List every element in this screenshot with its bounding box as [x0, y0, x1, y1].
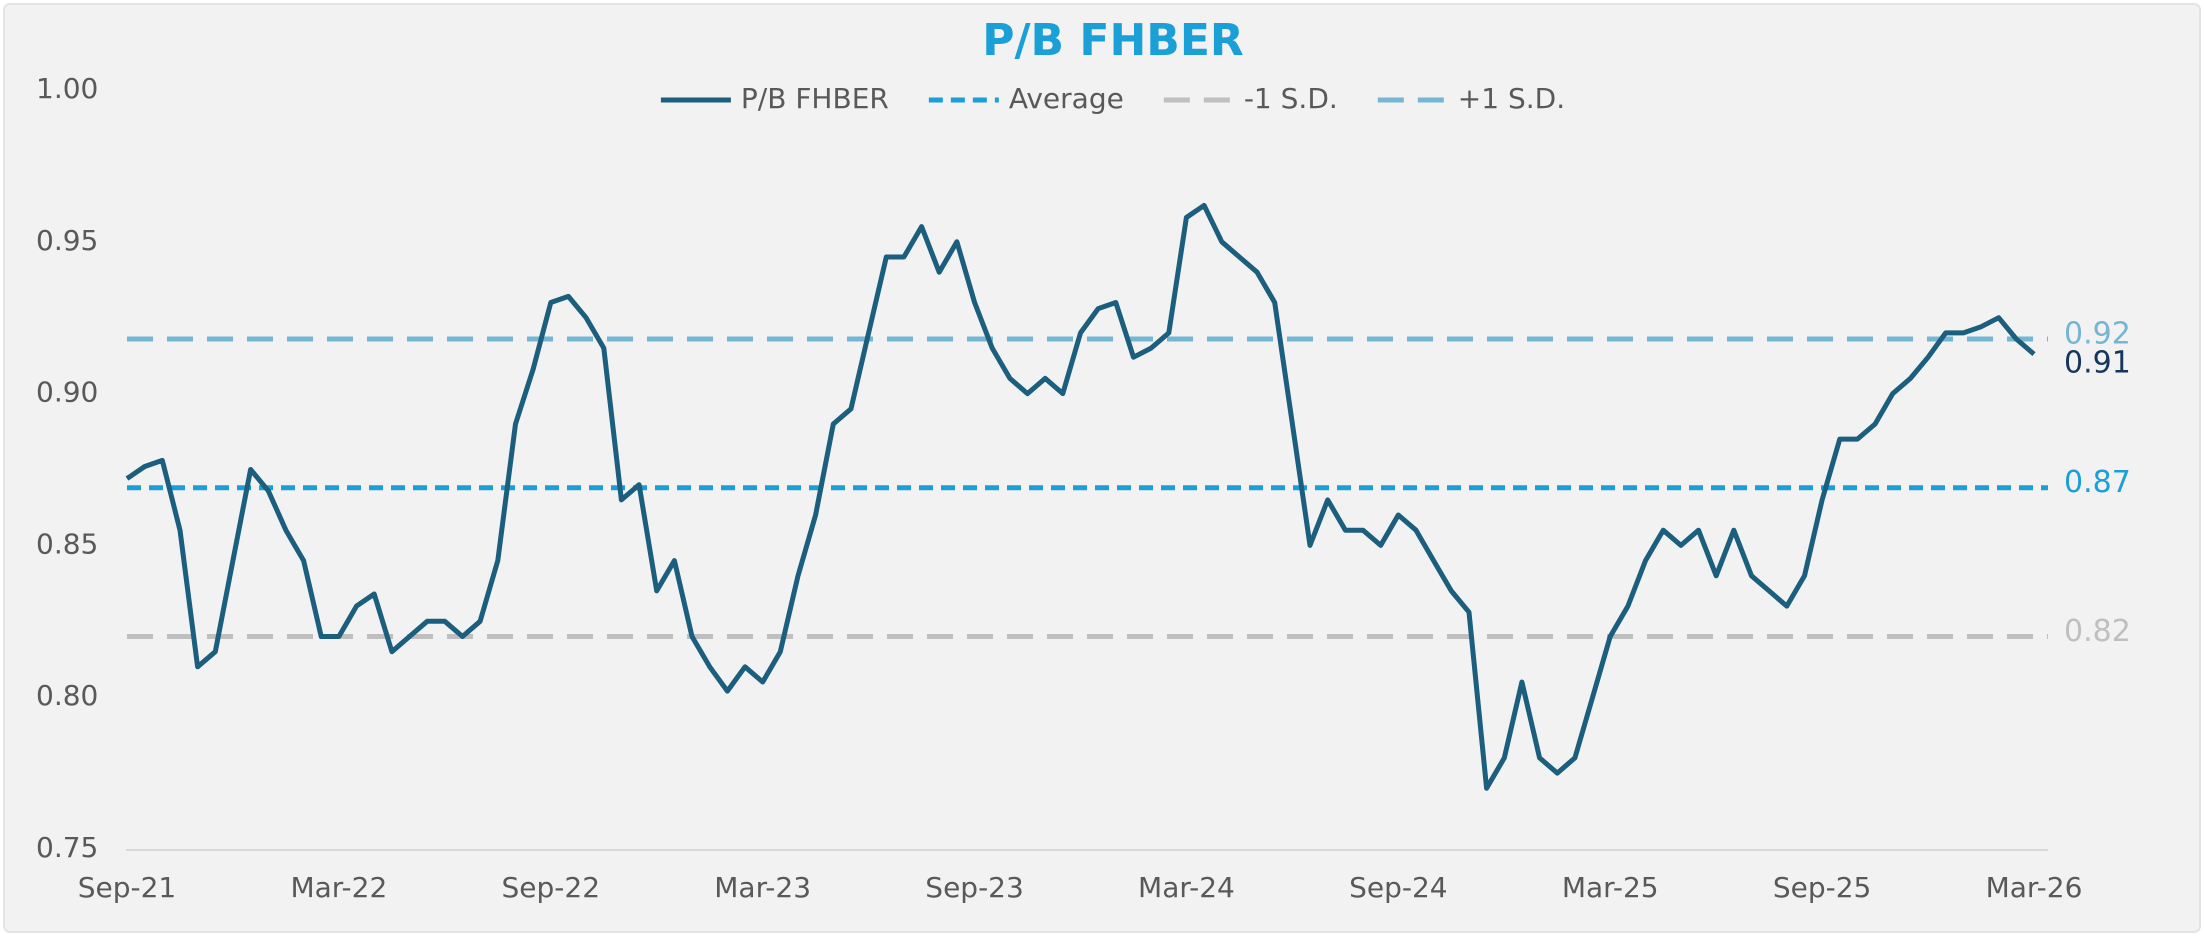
legend-label: P/B FHBER [741, 82, 889, 115]
x-tick-label: Sep-25 [1773, 871, 1872, 904]
x-tick-label: Mar-23 [714, 871, 811, 904]
series-line [125, 202, 2036, 791]
x-tick-label: Sep-23 [925, 871, 1024, 904]
x-tick-label: Sep-24 [1349, 871, 1448, 904]
chart-background [3, 3, 2201, 933]
y-tick-label: 0.75 [36, 831, 98, 864]
reference-value-label: 0.87 [2064, 465, 2131, 500]
x-tick-label: Mar-25 [1562, 871, 1659, 904]
series-end-label: 0.91 [2064, 346, 2131, 381]
chart-title: P/B FHBER [982, 15, 1244, 66]
x-tick-label: Sep-22 [502, 871, 601, 904]
x-tick-label: Mar-22 [290, 871, 387, 904]
y-tick-label: 1.00 [36, 72, 98, 105]
legend-label: Average [1009, 82, 1124, 115]
x-tick-label: Mar-24 [1138, 871, 1235, 904]
legend-label: +1 S.D. [1458, 82, 1565, 115]
y-tick-label: 0.80 [36, 679, 98, 712]
y-tick-label: 0.85 [36, 527, 98, 560]
x-tick-label: Mar-26 [1986, 871, 2083, 904]
y-tick-label: 0.95 [36, 224, 98, 257]
reference-value-label: 0.82 [2064, 614, 2131, 649]
x-tick-label: Sep-21 [78, 871, 177, 904]
y-tick-label: 0.90 [36, 376, 98, 409]
reference-value-label: 0.92 [2064, 316, 2131, 351]
legend-label: -1 S.D. [1244, 82, 1338, 115]
